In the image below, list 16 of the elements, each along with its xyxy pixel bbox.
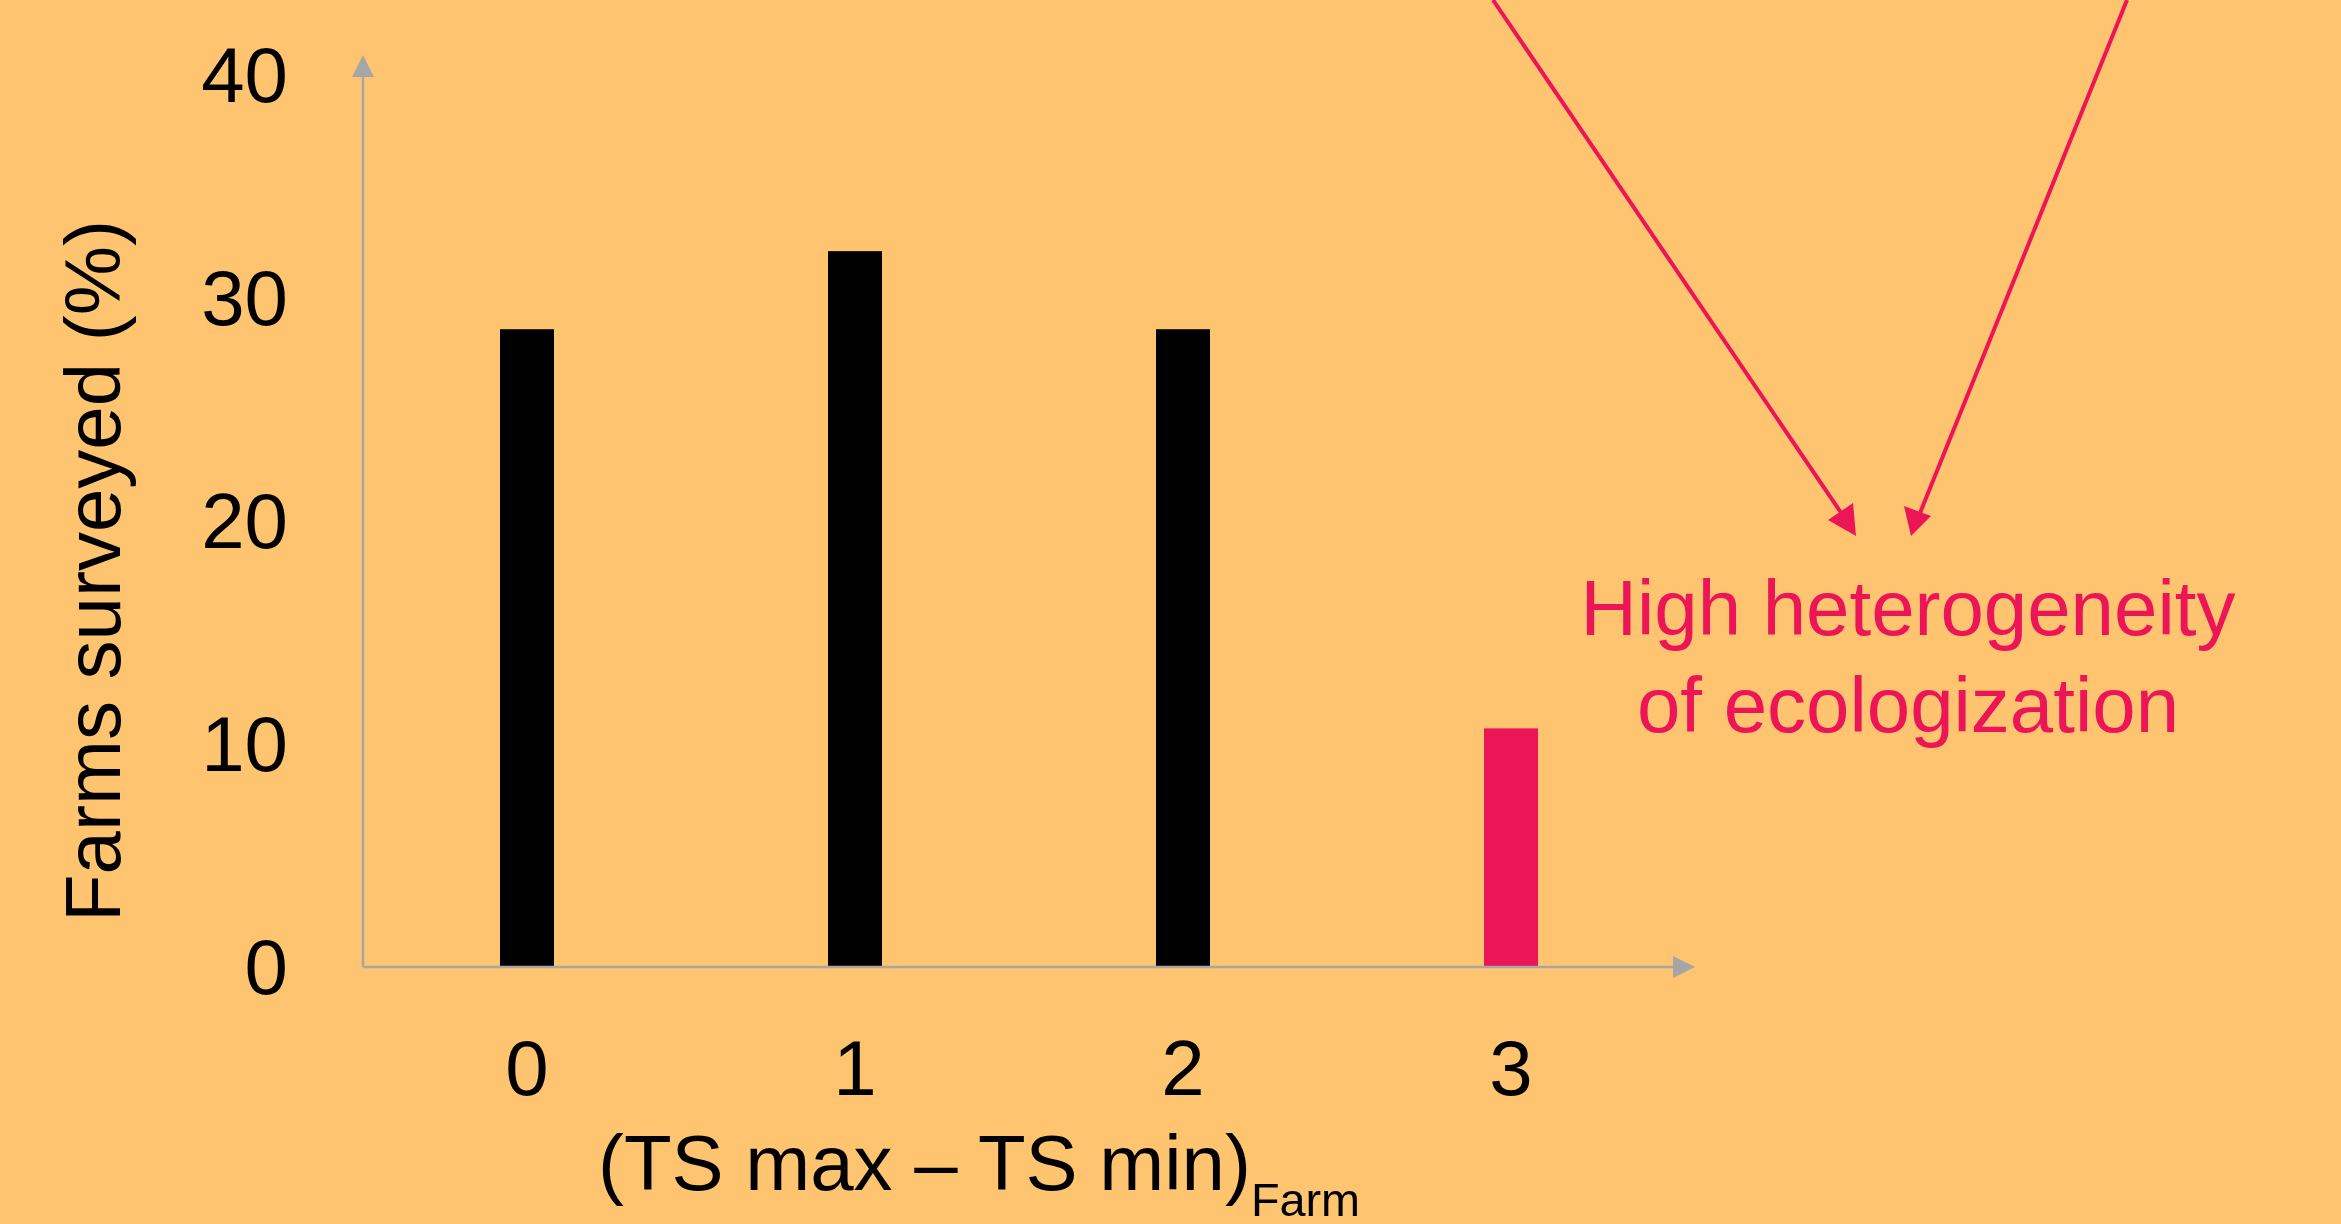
y-axis-title: Farms surveyed (%) <box>49 219 137 923</box>
y-tick-label: 10 <box>201 700 288 788</box>
bar <box>828 251 882 967</box>
bar <box>500 329 554 967</box>
x-tick-label: 0 <box>505 1024 549 1113</box>
x-tick-label: 3 <box>1489 1024 1533 1113</box>
y-tick-label: 40 <box>201 31 288 119</box>
y-tick-label: 30 <box>201 254 288 342</box>
bar <box>1156 329 1210 967</box>
x-tick-label: 2 <box>1161 1024 1205 1113</box>
annotation: High heterogeneity of ecologization <box>1580 564 2236 749</box>
y-tick-label: 20 <box>201 477 288 565</box>
y-tick-label: 0 <box>244 923 288 1011</box>
x-tick-label: 1 <box>833 1024 877 1113</box>
bar <box>1484 728 1538 967</box>
x-axis-title: (TS max – TS min)$_{Farm}$ <box>597 1119 1361 1224</box>
